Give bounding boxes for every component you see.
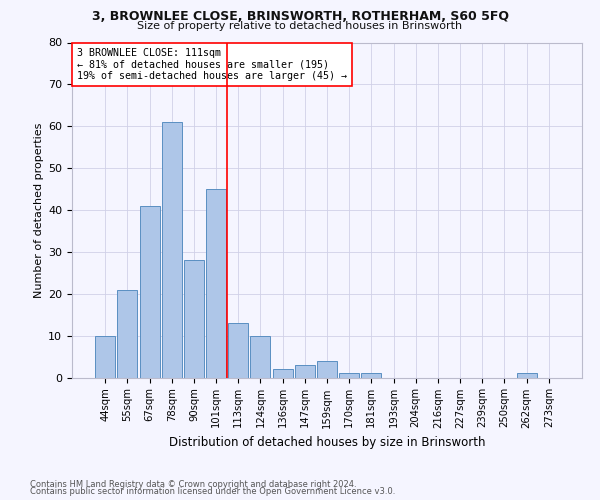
Bar: [118, 290, 137, 378]
Text: 3, BROWNLEE CLOSE, BRINSWORTH, ROTHERHAM, S60 5FQ: 3, BROWNLEE CLOSE, BRINSWORTH, ROTHERHAM…: [91, 10, 509, 23]
Bar: [361, 374, 382, 378]
Bar: [162, 122, 182, 378]
Y-axis label: Number of detached properties: Number of detached properties: [34, 122, 44, 298]
Text: Contains public sector information licensed under the Open Government Licence v3: Contains public sector information licen…: [30, 488, 395, 496]
Bar: [339, 374, 359, 378]
Bar: [517, 374, 536, 378]
Bar: [95, 336, 115, 378]
Bar: [184, 260, 204, 378]
Text: Size of property relative to detached houses in Brinsworth: Size of property relative to detached ho…: [137, 21, 463, 31]
Bar: [206, 189, 226, 378]
Bar: [317, 361, 337, 378]
Bar: [250, 336, 271, 378]
Bar: [140, 206, 160, 378]
Text: 3 BROWNLEE CLOSE: 111sqm
← 81% of detached houses are smaller (195)
19% of semi-: 3 BROWNLEE CLOSE: 111sqm ← 81% of detach…: [77, 48, 347, 80]
Bar: [228, 323, 248, 378]
X-axis label: Distribution of detached houses by size in Brinsworth: Distribution of detached houses by size …: [169, 436, 485, 449]
Text: Contains HM Land Registry data © Crown copyright and database right 2024.: Contains HM Land Registry data © Crown c…: [30, 480, 356, 489]
Bar: [272, 369, 293, 378]
Bar: [295, 365, 315, 378]
